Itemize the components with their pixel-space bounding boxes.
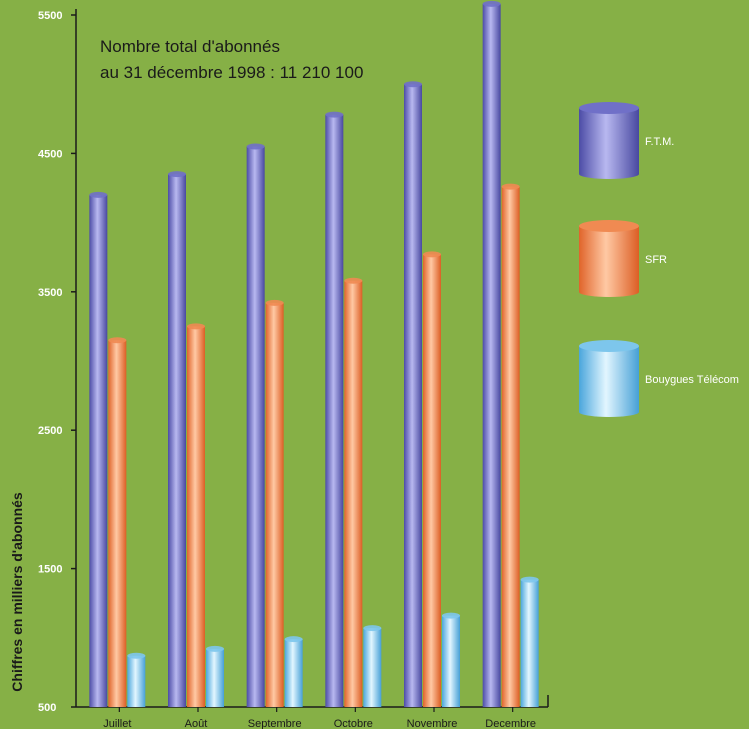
bar: [520, 576, 539, 707]
y-tick-label: 4500: [38, 148, 62, 160]
bar-body: [423, 254, 441, 707]
legend-swatch-bottom: [579, 407, 639, 417]
y-tick-label: 1500: [38, 564, 62, 576]
bar: [265, 299, 284, 707]
bar-cap: [520, 576, 539, 583]
bar-body: [127, 655, 146, 707]
bar-cap: [501, 183, 520, 190]
legend-swatch-top: [579, 340, 639, 352]
legend-item: F.T.M.: [579, 102, 674, 179]
legend: F.T.M. SFR Bouygues Télécom: [579, 102, 739, 417]
legend-label: Bouygues Télécom: [645, 374, 739, 386]
bar: [423, 251, 441, 707]
bar-body: [404, 84, 422, 707]
bar-cap: [127, 652, 146, 659]
bar-body: [520, 579, 539, 707]
bars: [89, 0, 539, 708]
legend-swatch-top: [579, 102, 639, 114]
bar-body: [206, 648, 224, 707]
bar-cap: [344, 277, 363, 284]
bar: [482, 0, 501, 708]
bar-cap: [89, 191, 108, 198]
legend-swatch: [579, 346, 639, 412]
legend-swatch: [579, 108, 639, 174]
bar-body: [363, 628, 382, 707]
x-tick-label: Decembre: [485, 718, 536, 729]
legend-swatch: [579, 226, 639, 292]
bar-cap: [187, 323, 205, 330]
bar-body: [284, 639, 303, 707]
bar-body: [344, 280, 363, 707]
subtitle-line-1: Nombre total d'abonnés: [100, 37, 280, 56]
bar-body: [168, 174, 186, 707]
legend-item: SFR: [579, 220, 667, 297]
bar: [206, 645, 224, 707]
legend-label: SFR: [645, 254, 667, 266]
bar: [284, 636, 303, 707]
legend-item: Bouygues Télécom: [579, 340, 739, 417]
bar: [89, 191, 108, 708]
bar: [442, 612, 460, 707]
bar-body: [442, 615, 460, 707]
bar-body: [246, 146, 265, 708]
axes: 500 1500 2500 3500 4500 5500 Juillet Août Septem…: [38, 9, 549, 729]
legend-swatch-top: [579, 220, 639, 232]
bar: [127, 652, 146, 707]
bar: [501, 183, 520, 708]
x-tick-label: Novembre: [407, 718, 458, 729]
bar: [246, 143, 265, 708]
bar: [363, 625, 382, 707]
subtitle-line-2: au 31 décembre 1998 : 11 210 100: [100, 63, 363, 82]
bar: [108, 337, 127, 707]
y-tick-label: 500: [38, 702, 56, 714]
bar-cap: [423, 251, 441, 258]
bar-cap: [363, 625, 382, 632]
bar-cap: [108, 337, 127, 344]
y-tick-label: 2500: [38, 425, 62, 437]
bar-cap: [206, 645, 224, 652]
bar: [344, 277, 363, 707]
legend-swatch-bottom: [579, 169, 639, 179]
bar: [404, 81, 422, 707]
bar-body: [89, 194, 108, 708]
bar-cap: [482, 0, 501, 7]
bar-cap: [325, 111, 344, 118]
bar-cap: [168, 171, 186, 178]
y-axis-label: Chiffres en milliers d'abonnés: [9, 492, 25, 692]
subtitle: Nombre total d'abonnés au 31 décembre 19…: [100, 37, 363, 82]
x-tick-label: Août: [185, 718, 208, 729]
y-tick-label: 5500: [38, 10, 62, 22]
bar: [325, 111, 344, 707]
bar-body: [482, 3, 501, 708]
x-tick-label: Octobre: [334, 718, 373, 729]
bar-body: [501, 186, 520, 708]
x-tick-label: Juillet: [103, 718, 131, 729]
legend-swatch-bottom: [579, 287, 639, 297]
bar: [168, 171, 186, 707]
bar-cap: [246, 143, 265, 150]
legend-label: F.T.M.: [645, 136, 674, 148]
bar-body: [108, 340, 127, 707]
bar-body: [325, 114, 344, 707]
bar-body: [187, 326, 205, 707]
bar-cap: [442, 612, 460, 619]
bar-body: [265, 302, 284, 707]
bar: [187, 323, 205, 707]
bar-cap: [265, 299, 284, 306]
bar-cap: [404, 81, 422, 88]
x-tick-label: Septembre: [248, 718, 302, 729]
y-tick-label: 3500: [38, 287, 62, 299]
bar-cap: [284, 636, 303, 643]
